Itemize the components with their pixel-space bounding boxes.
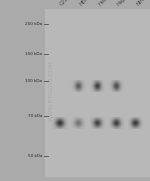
Bar <box>45 9 150 177</box>
Text: 100 kDa: 100 kDa <box>25 79 42 83</box>
Text: 150 kDa: 150 kDa <box>25 52 42 56</box>
Text: 250 kDa: 250 kDa <box>25 22 42 26</box>
Text: HEK-293: HEK-293 <box>79 0 98 7</box>
Text: 70 kDa: 70 kDa <box>28 114 42 118</box>
Text: C22E7: C22E7 <box>59 0 75 7</box>
Text: NIH3T3: NIH3T3 <box>136 0 150 7</box>
Text: WWW.PTGLAB.COM: WWW.PTGLAB.COM <box>49 60 54 121</box>
Text: HepG2: HepG2 <box>116 0 132 7</box>
Text: HeLa: HeLa <box>98 0 110 7</box>
Text: 50 kDa: 50 kDa <box>28 154 42 158</box>
